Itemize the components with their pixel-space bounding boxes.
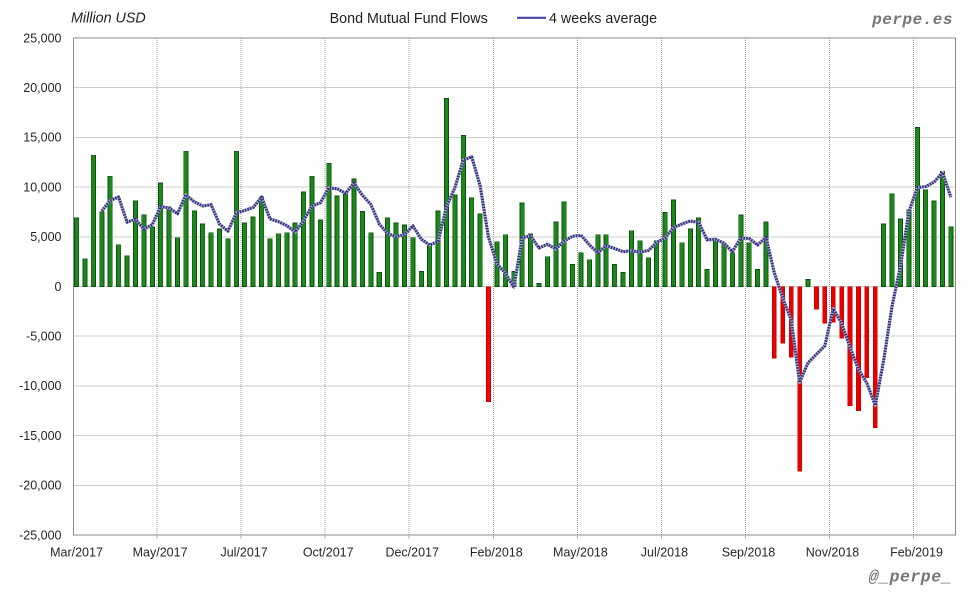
svg-text:15,000: 15,000 [23, 131, 61, 145]
svg-text:Bond Mutual Fund Flows: Bond Mutual Fund Flows [330, 11, 488, 27]
svg-text:-25,000: -25,000 [19, 528, 61, 542]
svg-text:Jul/2017: Jul/2017 [220, 546, 267, 560]
svg-text:Million USD: Million USD [71, 11, 146, 27]
svg-text:-15,000: -15,000 [19, 429, 61, 443]
svg-text:Jul/2018: Jul/2018 [641, 546, 688, 560]
svg-text:Oct/2017: Oct/2017 [303, 546, 354, 560]
svg-text:Sep/2018: Sep/2018 [722, 546, 776, 560]
svg-text:-5,000: -5,000 [26, 330, 61, 344]
svg-text:May/2018: May/2018 [553, 546, 608, 560]
svg-text:Mar/2017: Mar/2017 [50, 546, 103, 560]
svg-text:Nov/2018: Nov/2018 [806, 546, 860, 560]
svg-text:Dec/2017: Dec/2017 [385, 546, 439, 560]
svg-text:4 weeks average: 4 weeks average [549, 11, 657, 27]
svg-text:10,000: 10,000 [23, 180, 61, 194]
svg-text:@_perpe_: @_perpe_ [869, 568, 952, 587]
svg-text:0: 0 [55, 280, 62, 294]
svg-text:May/2017: May/2017 [133, 546, 188, 560]
svg-text:25,000: 25,000 [23, 31, 61, 45]
svg-text:Feb/2018: Feb/2018 [470, 546, 523, 560]
svg-text:-20,000: -20,000 [19, 479, 61, 493]
svg-text:Feb/2019: Feb/2019 [890, 546, 943, 560]
svg-text:5,000: 5,000 [30, 230, 61, 244]
svg-text:-10,000: -10,000 [19, 379, 61, 393]
svg-text:perpe.es: perpe.es [871, 11, 953, 29]
svg-text:20,000: 20,000 [23, 81, 61, 95]
